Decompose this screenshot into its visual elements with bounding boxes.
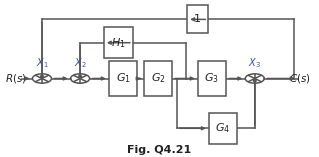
Text: $G_1$: $G_1$	[115, 72, 130, 85]
Text: $G_2$: $G_2$	[151, 72, 165, 85]
Text: $R(s)$: $R(s)$	[5, 72, 27, 85]
Text: $H_1$: $H_1$	[111, 36, 125, 50]
FancyBboxPatch shape	[197, 61, 226, 96]
FancyBboxPatch shape	[144, 61, 172, 96]
Text: 1: 1	[194, 14, 201, 24]
FancyBboxPatch shape	[109, 61, 137, 96]
Text: $X_1$: $X_1$	[36, 56, 48, 70]
Text: $G_4$: $G_4$	[215, 121, 231, 135]
FancyBboxPatch shape	[209, 113, 237, 144]
FancyBboxPatch shape	[187, 5, 208, 33]
Text: $G_3$: $G_3$	[204, 72, 219, 85]
Text: $X_3$: $X_3$	[249, 56, 261, 70]
Text: $C(s)$: $C(s)$	[289, 72, 310, 85]
FancyBboxPatch shape	[104, 27, 132, 58]
Text: Fig. Q4.21: Fig. Q4.21	[127, 145, 192, 155]
Text: $X_2$: $X_2$	[74, 56, 86, 70]
Text: $-$: $-$	[75, 77, 84, 86]
